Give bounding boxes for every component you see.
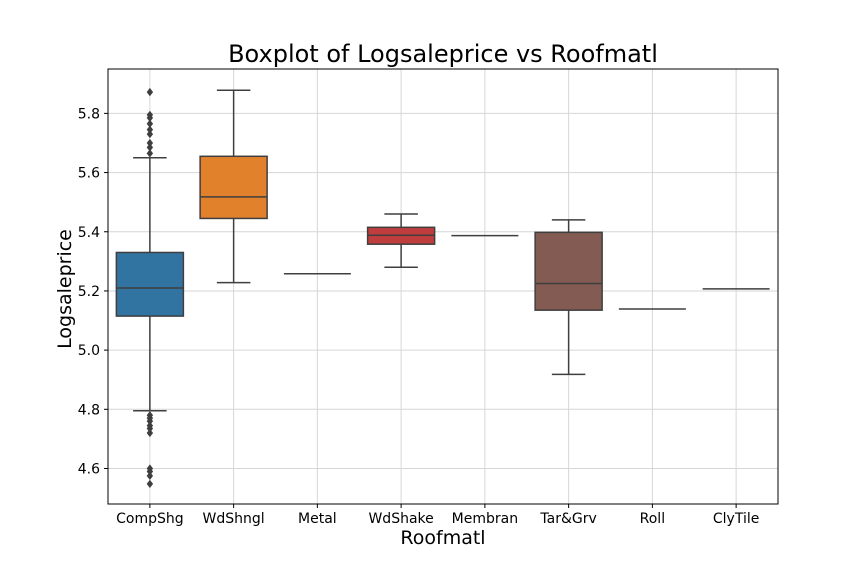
- box-outlier-point: [146, 467, 154, 476]
- box-outlier-point: [146, 113, 154, 122]
- y-axis-ticks: 4.6 4.8 5.0 5.2 5.4 5.6 5.8: [78, 106, 108, 477]
- x-tick-label: CompShg: [116, 511, 184, 527]
- box-outlier-point: [146, 149, 154, 158]
- y-tick-label: 5.0: [78, 343, 100, 359]
- x-tick-label: ClyTile: [713, 511, 759, 527]
- y-axis-label: Logsaleprice: [54, 229, 76, 349]
- chart-title: Boxplot of Logsaleprice vs Roofmatl: [228, 40, 658, 68]
- plot-frame: [107, 68, 779, 505]
- x-tick-label: Membran: [452, 511, 518, 527]
- x-axis-label: Roofmatl: [400, 527, 485, 549]
- x-tick-label: WdShngl: [203, 511, 265, 527]
- box-compshg: [115, 87, 185, 489]
- box-outlier-point: [146, 416, 154, 426]
- box-wdshake: [366, 213, 436, 269]
- y-tick-label: 5.6: [78, 166, 100, 182]
- x-tick-label: Tar&Grv: [539, 511, 596, 527]
- box-outlier-point: [146, 119, 154, 128]
- box-outlier-point: [146, 87, 154, 97]
- box-outlier-point: [146, 138, 154, 148]
- y-tick-label: 5.4: [78, 225, 100, 241]
- box-outlier-point: [146, 471, 154, 481]
- box-body: [199, 155, 268, 220]
- y-tick-label: 5.2: [78, 284, 100, 300]
- box-tar-grv: [534, 219, 603, 376]
- y-tick-label: 4.6: [78, 461, 100, 477]
- box-body: [534, 231, 603, 311]
- box-wdshngl: [199, 89, 268, 284]
- x-axis-ticks: CompShg WdShngl Metal WdShake Membran Tar&Grv…: [116, 504, 759, 527]
- boxes-layer: [115, 87, 770, 489]
- box-outlier-point: [146, 125, 154, 134]
- box-outlier-point: [146, 129, 154, 139]
- x-tick-label: Metal: [298, 511, 337, 527]
- x-tick-label: WdShake: [368, 511, 433, 527]
- y-tick-label: 4.8: [78, 402, 100, 418]
- box-outlier-point: [146, 479, 154, 489]
- box-body: [115, 251, 185, 317]
- x-tick-label: Roll: [640, 511, 665, 527]
- box-outlier-point: [146, 424, 154, 433]
- box-outlier-point: [146, 143, 154, 152]
- box-outlier-point: [146, 428, 154, 438]
- y-tick-label: 5.8: [78, 106, 100, 122]
